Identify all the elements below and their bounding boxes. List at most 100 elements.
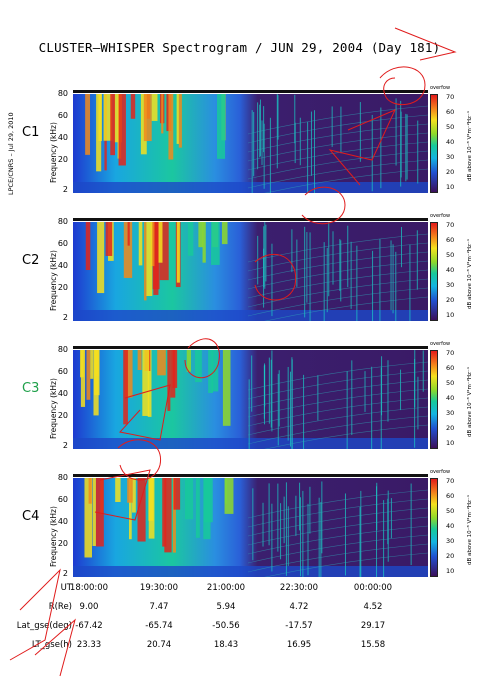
footer-value: 22:30:00 [279,583,319,593]
emission-line [278,370,280,427]
spectral-streak [110,94,116,156]
emission-line [387,360,389,422]
colorbar-tick: 50 [446,123,455,131]
spectral-streak [164,478,172,553]
footer-value: 18:00:00 [69,583,109,593]
emission-line [318,497,320,577]
harmonic-curve [247,388,428,418]
emission-line [253,112,255,177]
colorbar [430,478,438,577]
y-tick-label: 20 [57,539,68,548]
y-tick-label: 60 [57,495,68,504]
footer-row: Lat_gse(deg) -67.42 -65.74 -50.56 -17.57 29.1… [0,621,479,634]
emission-line [299,117,301,166]
spectral-streak [137,350,142,371]
spectral-streak [176,222,180,283]
emission-line [307,503,309,576]
spectral-streak [150,222,155,267]
harmonic-curve [247,525,428,555]
colorbar-tick: 60 [446,364,455,372]
emission-line [323,242,325,321]
emission-line [276,94,278,169]
emission-line [409,244,411,321]
y-tick-label: 20 [57,411,68,420]
colorbar-tick: 20 [446,168,455,176]
harmonic-curve [247,534,428,564]
emission-line [309,232,311,321]
harmonic-curve [247,406,428,436]
colorbar-tick: 40 [446,394,455,402]
spectral-streak [168,94,174,160]
spacecraft-label: C4 [22,509,40,524]
spectral-streak [88,478,92,504]
colorbar-tick: 50 [446,251,455,259]
emission-line [400,100,402,187]
harmonic-curve [264,552,428,577]
harmonic-curve [247,489,428,519]
harmonic-curve [247,507,428,537]
footer-value: -50.56 [212,621,240,631]
spectral-streak [184,478,194,520]
y-axis-label: Frequency (kHz) [49,122,58,183]
colorbar-tick: 40 [446,266,455,274]
colorbar-tick: 60 [446,492,455,500]
emission-line [400,369,402,411]
colorbar-unit: dB above 10⁻⁸ V²m⁻²Hz⁻¹ [467,366,473,437]
y-tick-label: 60 [57,239,68,248]
spectral-streak [162,478,167,547]
emission-line [328,222,330,297]
emission-line [268,483,270,546]
emission-line [251,110,253,193]
emission-line [372,250,374,321]
footer-value: 9.00 [79,602,99,612]
spectral-streak [204,478,213,523]
spectral-streak [95,478,104,547]
emission-line [271,350,273,432]
emission-line [299,482,301,531]
spectral-streak [151,94,158,121]
emission-line [262,502,264,547]
footer-value: 18.43 [213,640,239,650]
emission-line [390,240,392,311]
harmonic-curve [247,287,428,317]
spectral-streak [172,478,176,553]
emission-line [344,493,346,576]
y-tick-label: 60 [57,111,68,120]
emission-line [271,503,273,572]
emission-line [287,366,289,441]
y-tick-label: 2 [62,185,68,194]
spectral-streak [222,350,231,426]
spectral-streak [85,94,91,155]
footer-value: 5.94 [216,602,236,612]
y-tick-label: 80 [57,345,68,354]
panel-c3: C3 Frequency (kHz) 80 60 40 20 2 overfow 70 60 50 4… [0,341,479,463]
harmonic-curve [247,379,428,409]
y-tick-label: 80 [57,217,68,226]
spectral-streak [198,222,204,248]
footer-value: -65.74 [145,621,173,631]
spectral-streak [84,478,92,558]
y-tick-label: 40 [57,261,68,270]
emission-line [417,376,419,430]
emission-line [304,226,306,318]
emission-line [405,113,407,182]
emission-line [310,111,312,176]
emission-line [371,114,373,192]
emission-line [381,356,383,416]
footer-row: LT_gse(h) 23.33 20.74 18.43 16.95 15.58 [0,640,479,653]
spectral-streak [93,350,99,416]
telemetry-bar [73,346,428,349]
emission-line [251,355,253,412]
colorbar-unit: dB above 10⁻⁸ V²m⁻²Hz⁻¹ [467,494,473,565]
emission-line [376,486,378,577]
emission-line [252,488,254,561]
colorbar-tick: 30 [446,153,455,161]
emission-line [257,235,259,285]
emission-line [291,229,293,273]
emission-line [277,95,279,140]
footer-value: 21:00:00 [206,583,246,593]
harmonic-curve [247,415,428,445]
emission-line [303,374,305,449]
emission-line [360,490,362,577]
emission-line [248,379,250,449]
